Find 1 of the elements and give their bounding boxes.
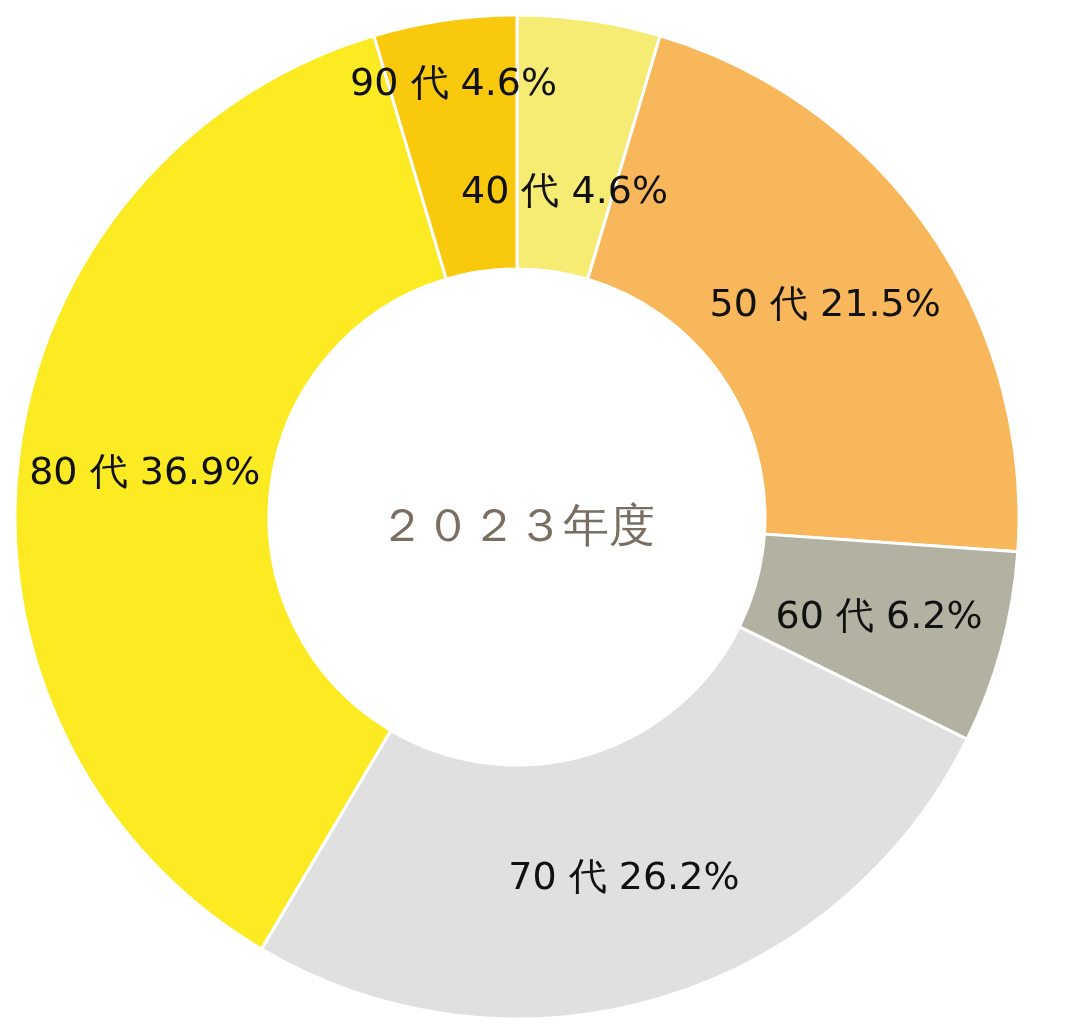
title: ２０２３年度	[379, 498, 655, 552]
